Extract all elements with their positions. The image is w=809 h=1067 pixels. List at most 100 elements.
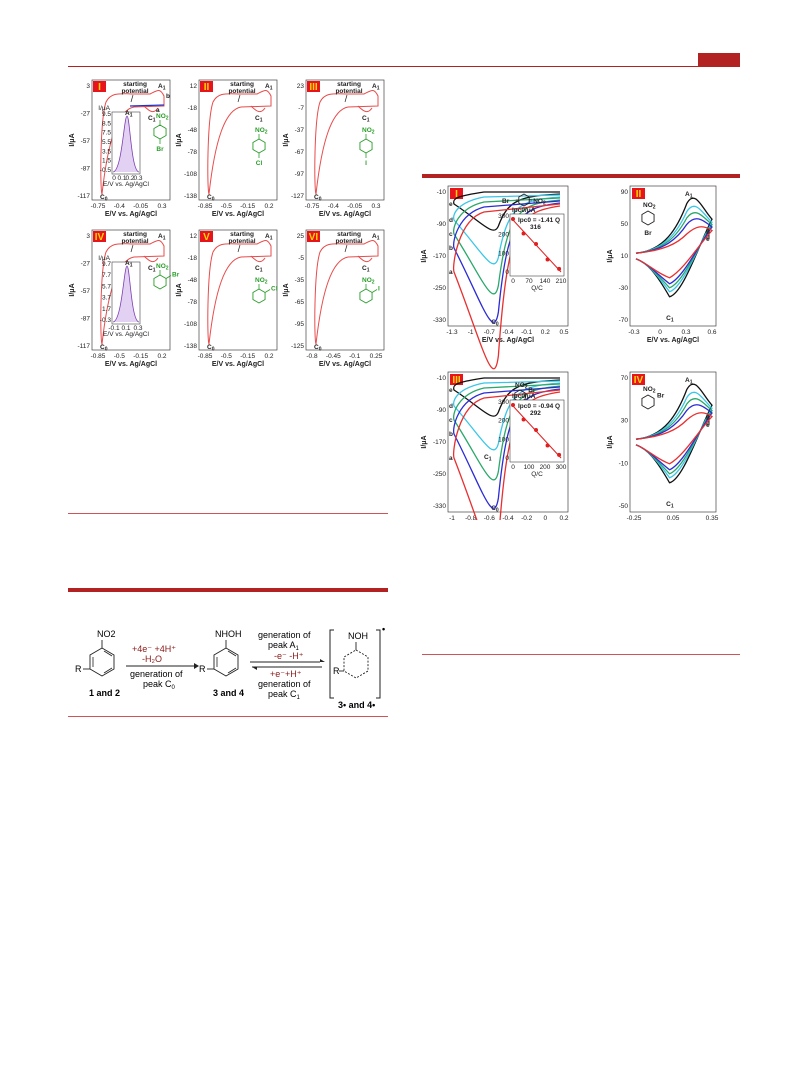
inset-xtick: 210 [556,278,567,285]
right-cv-curve-a [635,412,713,465]
left-mol-sub: Cl [256,160,263,167]
left-xtick: -0.1 [349,353,361,360]
inset-ytick: 0 [505,269,509,276]
inset-fit-line [512,405,562,459]
right-ytick: -250 [433,285,446,292]
left-peak-c0: C0 [207,344,215,353]
right-curve-label-e: e [706,236,710,243]
radical-structure: NOH R • [329,624,385,699]
figure-right: I -10 -90 -170 -250 -330 -1.3 -1 -0.7 -0.4 -0.1 0.2… [418,180,744,520]
left-ytick: -48 [188,277,198,284]
right-cv-curve-c [635,398,713,475]
inset-peak-label: A1 [125,260,133,269]
caption-rule-left [68,513,388,514]
left-start-label: starting [123,81,147,88]
left-ytick: -78 [188,299,198,306]
inset-ytick: 0 [505,455,509,462]
left-ytick: -95 [295,321,305,328]
left-ylabel: I/μA [69,133,76,146]
right-mol-nitro: NO2 [643,202,656,211]
right-badge-III [450,374,463,385]
left-mol-sub: Cl [271,286,278,293]
compound-1-2-label: 1 and 2 [89,688,120,698]
right-ytick: -170 [433,253,446,260]
right-cv-curve-e [635,197,713,298]
right-curve-label-a: a [706,414,710,421]
left-ytick: 25 [297,233,305,240]
inset-point [511,403,515,407]
left-ytick: -138 [184,193,197,200]
right-xtick: 0 [544,515,548,520]
right-xlabel: E/V vs. Ag/AgCl [482,337,534,344]
inset-ytick: -0.5 [100,167,112,174]
left-cv-curve [314,90,379,196]
right-curve-label-d: d [706,234,710,241]
left-cv-curve [207,240,272,346]
left-xtick: -0.15 [133,353,148,360]
inset-ytick: 1.5 [102,158,111,165]
inset-ytick: 5.5 [102,139,111,146]
inset-xtick: 0.1 [117,175,126,182]
left-xtick: -0.4 [328,203,340,210]
left-cv-curve [207,90,272,196]
right-badge-II [632,188,645,199]
inset-eq-1: Ipc0 = -1.41 Q [518,217,560,224]
left-peak-c1: C1 [362,265,370,274]
step2-caption-top: generation of peak A1 [258,630,311,652]
right-xtick: -0.7 [484,329,496,336]
radical-dot: • [382,624,385,634]
left-badge-III [307,81,320,92]
inset-ytick: 300 [498,399,509,406]
inset-xlabel: Q/C [531,471,543,478]
compound-3-4-label: 3 and 4 [213,688,244,698]
left-start-label: starting [230,231,254,238]
right-ytick: 30 [621,418,629,425]
left-ylabel: I/μA [283,133,290,146]
inset-xlabel: Q/C [531,285,543,292]
right-xtick: 0.6 [707,329,716,336]
right-curve-label-a: a [706,228,710,235]
inset-xtick: 70 [525,278,533,285]
left-ytick: -65 [295,299,305,306]
left-ytick: -117 [77,193,90,200]
left-peak-a1: A1 [158,83,166,92]
left-ylabel: I/μA [176,283,183,296]
left-ytick: -48 [188,127,198,134]
right-cv-curve-e [453,377,561,417]
right-peak-c0: C0 [491,505,499,514]
inset-ytick: -0.3 [100,317,112,324]
left-ytick: -57 [81,138,91,145]
left-ytick: -37 [295,127,305,134]
inset-peak-curve [112,265,140,323]
right-ytick: -250 [433,471,446,478]
step1-caption: generation of peak C0 [130,669,183,691]
step2-oxidation: -e⁻ -H⁺ [274,651,304,661]
left-peak-c1: C1 [148,265,156,274]
right-mol-sub: Br [502,198,510,205]
right-xtick: -0.4 [502,329,514,336]
inset-xtick: 140 [540,278,551,285]
left-mol-nitro: NO2 [255,277,268,286]
right-xtick: 0.3 [681,329,690,336]
inset-xlabel: E/V vs. Ag/AgCl [103,181,149,188]
left-xlabel: E/V vs. Ag/AgCl [319,361,371,368]
left-xtick: 0.3 [371,203,380,210]
left-molecule-II: NO2 Cl [252,127,268,167]
left-ytick: -87 [81,166,91,173]
inset-point [557,452,562,457]
right-ytick: -10 [437,189,447,196]
left-xtick: 0.2 [264,353,273,360]
left-ylabel: I/μA [283,283,290,296]
left-xlabel: E/V vs. Ag/AgCl [319,211,371,218]
left-inset-IV: I/μA9.7 7.7 5.7 3.7 1.7 -0.3-0.1 0.1 0.3E/V vs.… [98,255,149,338]
right-ytick: 90 [621,189,629,196]
inset-ytick: 100 [498,436,509,443]
header-rule [68,66,740,67]
left-mol-sub: I [378,286,380,293]
right-panel-III: III -10 -90 -170 -250 -330-1 -0.8 -0.6 -0.4 -0.2 0… [421,371,569,520]
left-ytick: -5 [298,255,304,262]
inset-eq-2: 316 [530,224,541,231]
section-bar-scheme [68,588,388,592]
left-xtick: -0.75 [91,203,106,210]
